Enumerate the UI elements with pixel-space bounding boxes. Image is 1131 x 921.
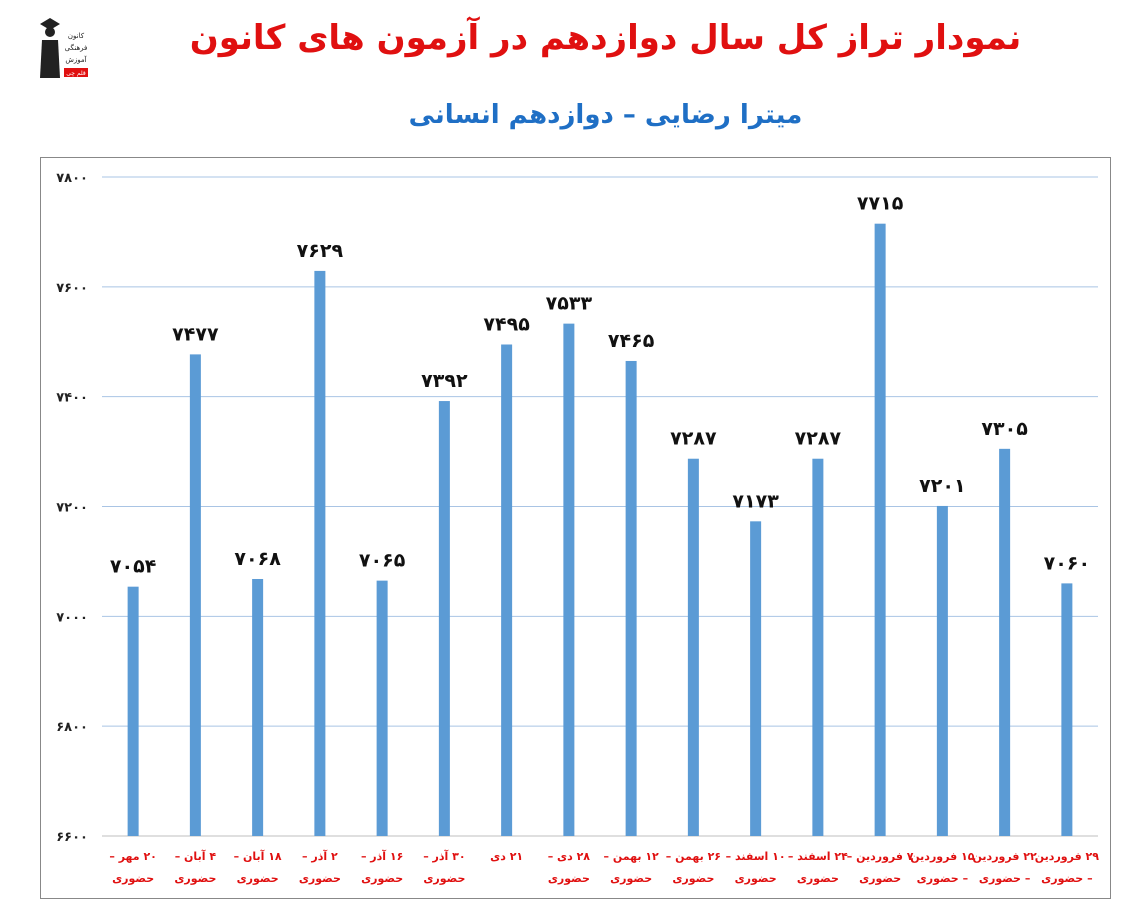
page-subtitle: میترا رضایی – دوازدهم انسانی — [408, 100, 803, 130]
bar — [750, 521, 762, 836]
data-label: ۷۳۹۲ — [421, 370, 468, 392]
y-tick-label: ۷۰۰۰ — [56, 610, 88, 625]
x-tick-label: ۴ آبان – — [175, 849, 217, 863]
x-tick-label: – حضوری — [1041, 872, 1092, 885]
data-label: ۷۳۰۵ — [981, 418, 1028, 440]
bar — [1061, 583, 1073, 836]
x-tick-label: حضوری — [859, 872, 901, 885]
x-tick-label: – حضوری — [979, 872, 1030, 885]
bar — [812, 458, 824, 836]
logo-line-3: آموزش — [65, 55, 87, 64]
x-tick-label: ۲۶ بهمن – — [666, 850, 721, 863]
x-tick-label: ۱۰ اسفند – — [726, 850, 786, 863]
y-tick-label: ۶۸۰۰ — [56, 720, 88, 735]
data-label: ۷۴۹۵ — [483, 313, 530, 335]
x-tick-label: حضوری — [299, 872, 341, 885]
x-tick-label: ۱۸ آبان – — [234, 849, 282, 863]
x-tick-label: – حضوری — [917, 872, 968, 885]
x-tick-label: حضوری — [672, 872, 714, 885]
bar — [625, 360, 637, 836]
x-tick-label: ۲۲ فروردین — [973, 850, 1037, 863]
x-tick-label: ۷ فروردین – — [847, 850, 914, 863]
data-label: ۷۵۳۳ — [546, 293, 593, 315]
bar — [501, 344, 513, 836]
data-label: ۷۴۷۷ — [172, 323, 219, 345]
bar — [563, 323, 575, 836]
logo-badge: قلم چی — [66, 70, 86, 77]
bar — [376, 580, 388, 836]
y-tick-label: ۷۸۰۰ — [56, 171, 88, 186]
y-tick-label: ۷۴۰۰ — [56, 391, 88, 406]
bar-chart: ۶۶۰۰ ۶۸۰۰ ۷۰۰۰ ۷۲۰۰ ۷۴۰۰ ۷۶۰۰ ۷۸۰۰ ۷۰۵۴ ۲۰ مهر –… — [56, 171, 1099, 885]
data-label: ۷۴۶۵ — [608, 330, 655, 352]
logo-line-2: فرهنگی — [65, 43, 88, 52]
data-label: ۷۱۷۳ — [732, 490, 779, 512]
bar — [314, 270, 326, 837]
x-tick-label: حضوری — [237, 872, 279, 885]
data-label: ۷۰۶۸ — [234, 548, 281, 570]
x-tick-label: حضوری — [797, 872, 839, 885]
x-tick-label: ۲۴ اسفند – — [788, 850, 848, 863]
bar — [936, 505, 948, 836]
data-label: ۷۷۱۵ — [857, 193, 904, 215]
kanoon-logo: کانون فرهنگی آموزش قلم چی — [40, 18, 88, 78]
x-tick-label: حضوری — [112, 872, 154, 885]
y-tick-label: ۶۶۰۰ — [56, 830, 88, 845]
x-tick-label: حضوری — [423, 872, 465, 885]
x-tick-label: ۲ آذر – — [302, 849, 338, 863]
x-tick-label: ۱۵ فروردین — [910, 850, 974, 863]
x-tick-label: حضوری — [735, 872, 777, 885]
logo-line-1: کانون — [68, 32, 85, 40]
bar — [687, 458, 699, 836]
chart-frame: ۶۶۰۰ ۶۸۰۰ ۷۰۰۰ ۷۲۰۰ ۷۴۰۰ ۷۶۰۰ ۷۸۰۰ ۷۰۵۴ ۲۰ مهر –… — [40, 157, 1111, 899]
x-tick-label: حضوری — [174, 872, 216, 885]
x-tick-label: حضوری — [361, 872, 403, 885]
bar — [127, 586, 139, 836]
x-tick-label: ۲۹ فروردین — [1035, 850, 1099, 863]
data-label: ۷۲۰۱ — [919, 475, 965, 497]
data-label: ۷۲۸۷ — [795, 428, 842, 450]
x-tick-label: ۱۲ بهمن – — [603, 850, 659, 863]
x-tick-label: حضوری — [548, 872, 590, 885]
y-tick-label: ۷۶۰۰ — [56, 281, 88, 296]
bar — [252, 578, 264, 836]
bar — [999, 448, 1011, 836]
x-tick-label: ۱۶ آذر – — [361, 849, 403, 863]
x-tick-label: ۳۰ آذر – — [423, 849, 465, 863]
bar — [438, 401, 450, 836]
data-label: ۷۰۶۵ — [359, 550, 406, 572]
x-tick-label: ۲۰ مهر – — [109, 850, 157, 863]
data-label: ۷۶۲۹ — [297, 240, 344, 262]
data-label: ۷۲۸۷ — [670, 428, 717, 450]
bar — [874, 223, 886, 836]
x-tick-label: حضوری — [610, 872, 652, 885]
x-tick-label: ۲۱ دی — [490, 850, 523, 863]
y-tick-label: ۷۲۰۰ — [56, 501, 88, 516]
x-tick-label: ۲۸ دی – — [548, 850, 591, 863]
page-title: نمودار تراز کل سال دوازدهم در آزمون های … — [189, 18, 1022, 58]
bar — [189, 354, 201, 836]
data-label: ۷۰۶۰ — [1044, 552, 1090, 574]
data-label: ۷۰۵۴ — [110, 556, 156, 578]
